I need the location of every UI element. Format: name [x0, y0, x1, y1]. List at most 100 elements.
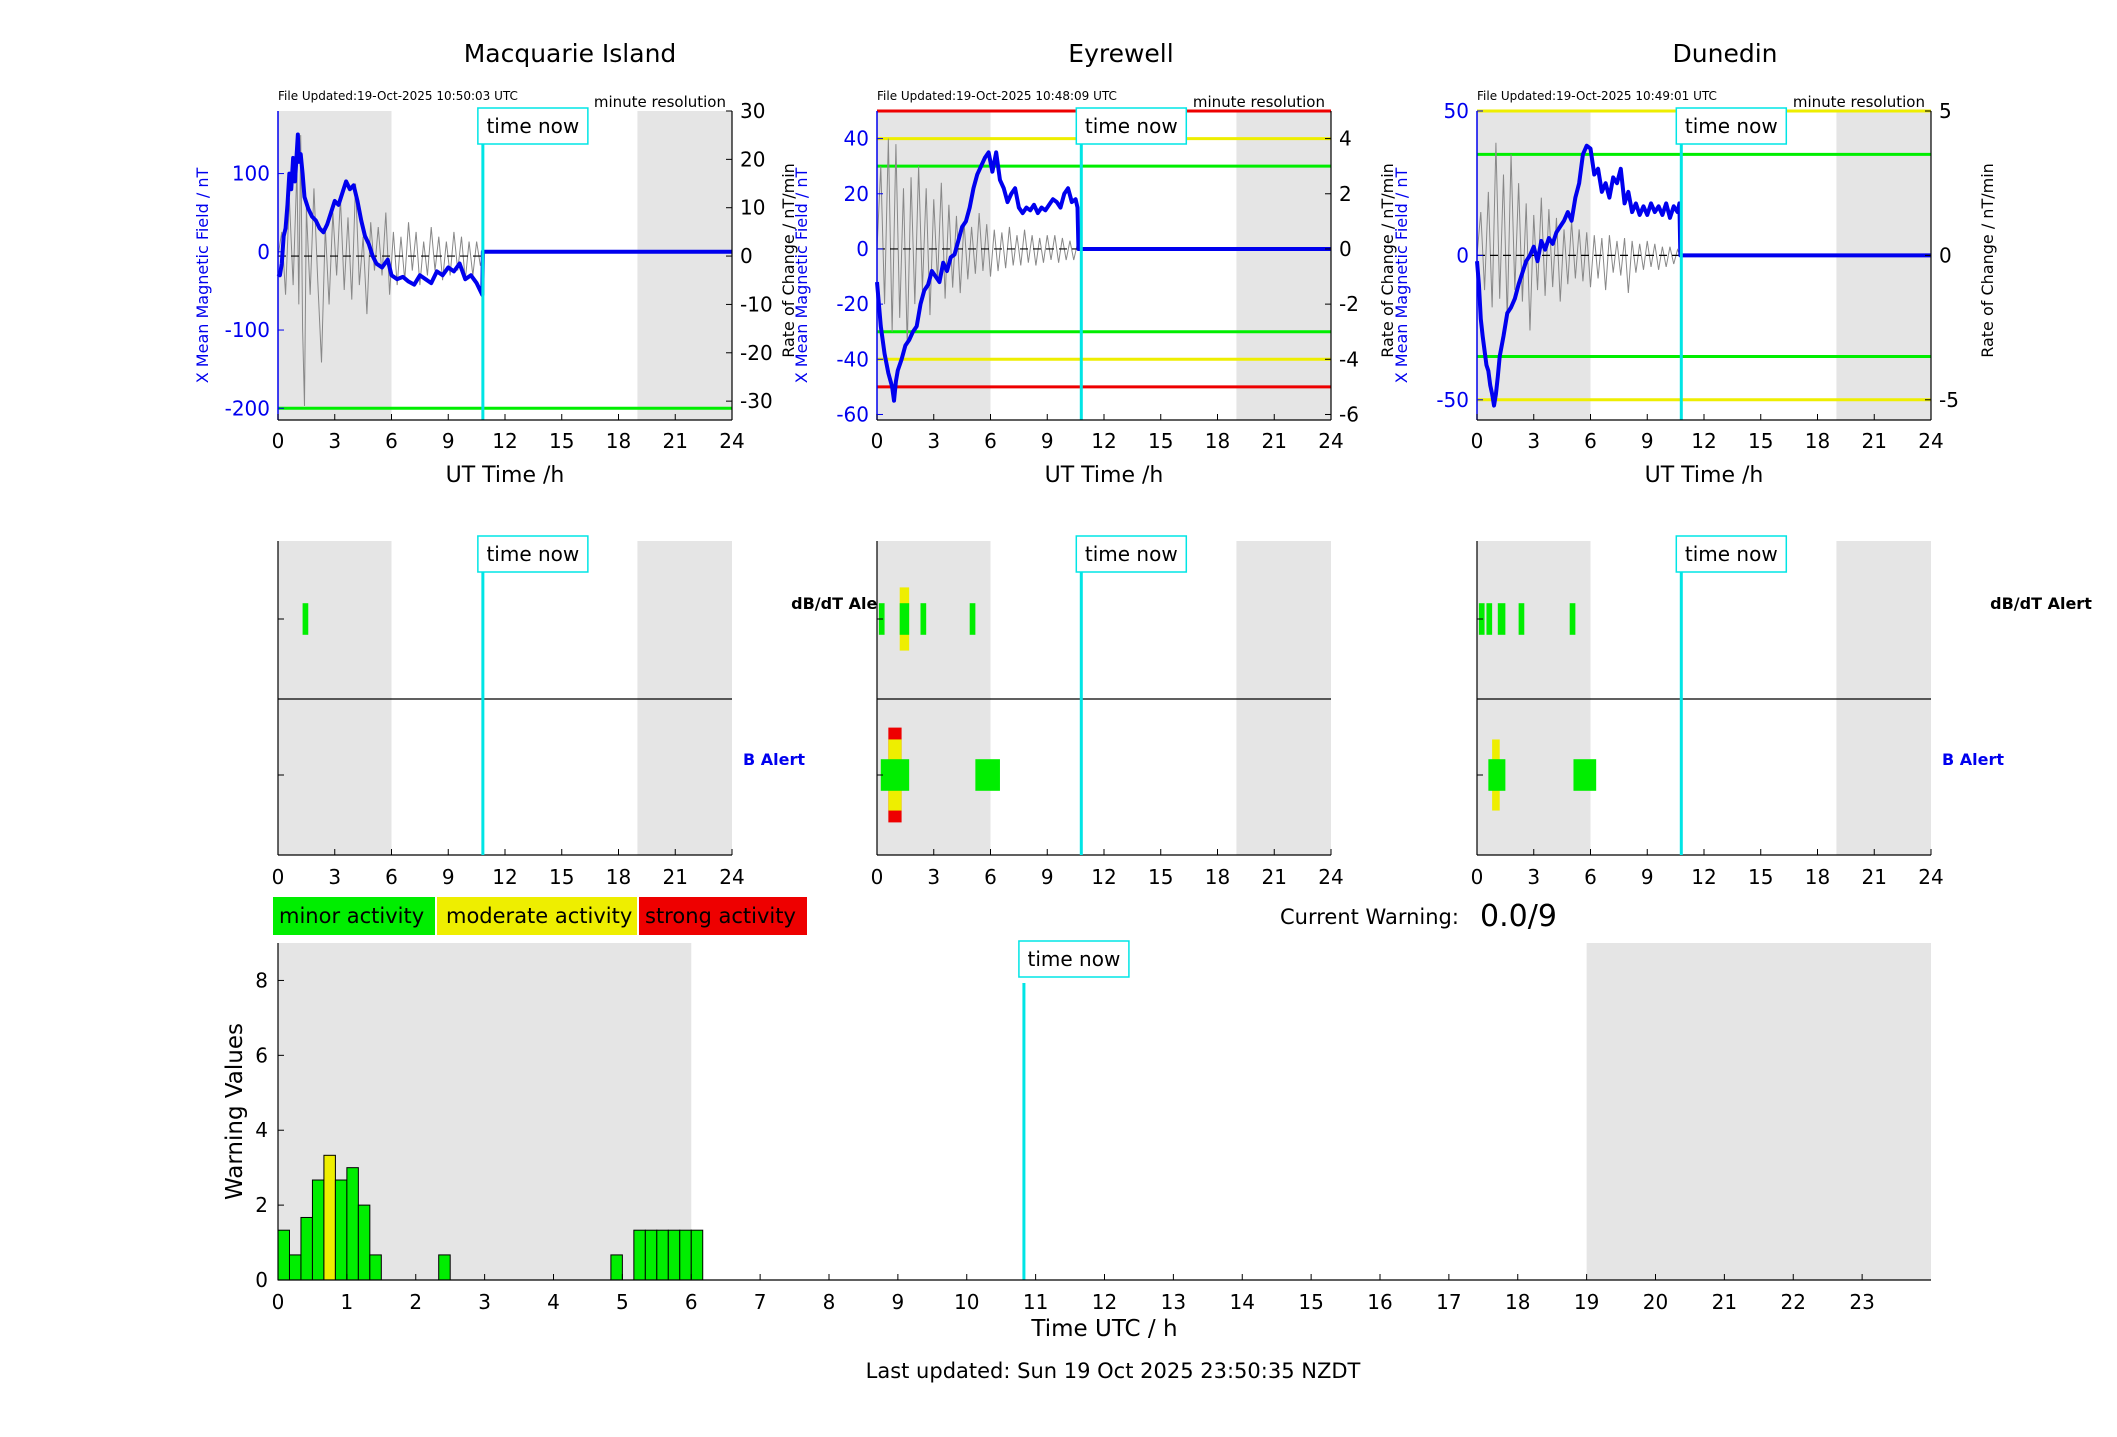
y-left-tick-label: 0: [1456, 243, 1469, 267]
warning-time-now-box: [1018, 940, 1130, 978]
x-tick-label: 15: [1748, 429, 1773, 453]
warning-bar: [323, 1154, 336, 1281]
night-shading: [1836, 111, 1931, 420]
alert-time-now-label: time now: [1085, 542, 1178, 566]
alert-x-tick-label: 21: [663, 865, 688, 889]
warning-bar: [346, 1167, 359, 1281]
magnetic-field-series: [276, 132, 732, 297]
x-tick-label: 21: [663, 429, 688, 453]
warning-x-tick-label: 5: [616, 1290, 629, 1314]
b-alert-label: B Alert: [1942, 750, 2004, 769]
dbdt-alert-block: [302, 603, 309, 635]
y-right-tick-label: 30: [740, 99, 765, 123]
x-tick-label: 3: [927, 429, 940, 453]
alert-x-tick-label: 0: [1471, 865, 1484, 889]
warning-y-tick-label: 6: [255, 1043, 268, 1067]
night-shading: [1477, 111, 1591, 420]
x-tick-label: 24: [719, 429, 744, 453]
station-title-eyrewell: Eyrewell: [1068, 39, 1173, 68]
warning-y-tick-label: 8: [255, 968, 268, 992]
rate-of-change-series: [1476, 142, 1681, 331]
current-warning-label: Current Warning:: [1280, 905, 1459, 929]
x-tick-label: 15: [1148, 429, 1173, 453]
rate-of-change-series: [277, 135, 484, 406]
alert-night-shading: [1236, 541, 1331, 855]
warning-x-tick-label: 2: [409, 1290, 422, 1314]
alert-x-tick-label: 15: [1748, 865, 1773, 889]
x-tick-label: 24: [1918, 429, 1943, 453]
magnetic-field-series: [875, 150, 1331, 403]
x-tick-label: 18: [606, 429, 631, 453]
warning-bar: [311, 1179, 325, 1281]
warning-bar: [300, 1216, 313, 1281]
y-right-tick-label: -4: [1339, 347, 1359, 371]
warning-x-tick-label: 20: [1643, 1290, 1668, 1314]
warning-y-tick-label: 0: [255, 1268, 268, 1292]
time-now-label: time now: [486, 114, 579, 138]
dbdt-alert-block: [1497, 603, 1506, 635]
warning-night-shading: [1586, 943, 1931, 1280]
x-tick-label: 15: [549, 429, 574, 453]
legend-moderate-swatch: [437, 897, 637, 935]
alert-x-tick-label: 12: [1091, 865, 1116, 889]
warning-x-tick-label: 15: [1298, 1290, 1323, 1314]
y-left-tick-label: 40: [844, 127, 869, 151]
alert-night-shading: [278, 541, 392, 855]
warning-x-tick-label: 0: [272, 1290, 285, 1314]
warning-x-tick-label: 22: [1781, 1290, 1806, 1314]
y-left-tick-label: -40: [836, 347, 869, 371]
x-tick-label: 6: [385, 429, 398, 453]
alert-x-tick-label: 15: [549, 865, 574, 889]
warning-x-tick-label: 4: [547, 1290, 560, 1314]
warning-x-tick-label: 8: [823, 1290, 836, 1314]
alert-x-tick-label: 0: [272, 865, 285, 889]
alert-x-tick-label: 21: [1262, 865, 1287, 889]
x-tick-label: 0: [272, 429, 285, 453]
y-right-tick-label: 0: [740, 244, 753, 268]
y-left-tick-label: 0: [856, 237, 869, 261]
y-left-axis-label: X Mean Magnetic Field / nT: [792, 168, 811, 384]
y-right-tick-label: -20: [740, 341, 773, 365]
x-tick-label: 0: [1471, 429, 1484, 453]
alert-x-tick-label: 9: [1641, 865, 1654, 889]
y-right-tick-label: -30: [740, 389, 773, 413]
warning-y-axis-label: Warning Values: [222, 1023, 248, 1200]
warning-x-tick-label: 23: [1849, 1290, 1874, 1314]
alert-x-tick-label: 18: [1205, 865, 1230, 889]
file-updated-label: File Updated:19-Oct-2025 10:48:09 UTC: [877, 89, 1117, 103]
warning-x-tick-label: 9: [892, 1290, 905, 1314]
y-right-tick-label: 2: [1339, 182, 1352, 206]
file-updated-label: File Updated:19-Oct-2025 10:50:03 UTC: [278, 89, 518, 103]
dbdt-alert-block: [1518, 603, 1525, 635]
alert-x-tick-label: 6: [984, 865, 997, 889]
night-shading: [877, 111, 991, 420]
station-title-dunedin: Dunedin: [1673, 39, 1778, 68]
alert-night-shading: [1836, 541, 1931, 855]
y-left-tick-label: -60: [836, 402, 869, 426]
legend-strong-swatch: [639, 897, 807, 935]
dbdt-alert-block: [1486, 603, 1493, 635]
legend-moderate-label: moderate activity: [446, 904, 632, 928]
dbdt-alert-label: dB/dT Alert: [791, 594, 893, 613]
y-left-tick-label: -100: [225, 318, 270, 342]
y-right-axis-label: Rate of Change / nT/min: [1378, 163, 1397, 358]
x-tick-label: 9: [1641, 429, 1654, 453]
magnetic-field-series: [1475, 143, 1931, 408]
warning-x-tick-label: 1: [341, 1290, 354, 1314]
legend-strong-label: strong activity: [645, 904, 796, 928]
warning-x-tick-label: 7: [754, 1290, 767, 1314]
x-tick-label: 21: [1262, 429, 1287, 453]
b-alert-block: [975, 759, 1000, 791]
alert-x-tick-label: 3: [927, 865, 940, 889]
alert-time-now-box: [1075, 535, 1188, 573]
warning-x-axis-label: Time UTC / h: [1030, 1316, 1177, 1342]
warning-bar: [610, 1254, 623, 1281]
y-left-tick-label: -200: [225, 396, 270, 420]
x-tick-label: 12: [1691, 429, 1716, 453]
y-right-tick-label: -6: [1339, 402, 1359, 426]
warning-bar: [438, 1254, 451, 1281]
y-left-tick-label: 100: [232, 162, 270, 186]
